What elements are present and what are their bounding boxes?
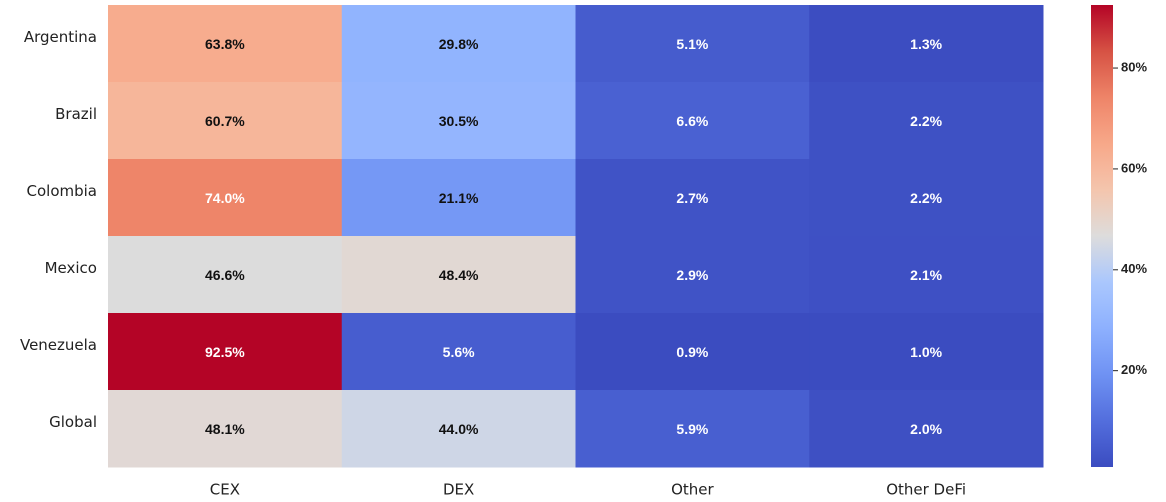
x-tick-label: Other <box>671 481 714 499</box>
heatmap-cell <box>575 313 810 391</box>
heatmap-cell <box>575 236 810 314</box>
heatmap-cell <box>341 390 576 468</box>
colorbar-tick-label: 60% <box>1121 160 1147 175</box>
cell-label: 0.9% <box>676 344 708 360</box>
heatmap-cell <box>575 5 810 83</box>
cell-label: 74.0% <box>205 190 245 206</box>
heatmap-cell <box>809 313 1044 391</box>
cell-label: 2.0% <box>910 421 942 437</box>
cell-label: 48.4% <box>439 267 479 283</box>
x-tick-label: DEX <box>443 481 474 499</box>
heatmap-cell <box>575 390 810 468</box>
heatmap-cell <box>108 159 343 237</box>
heatmap-cell <box>341 5 576 83</box>
cell-label: 48.1% <box>205 421 245 437</box>
cell-label: 5.1% <box>676 36 708 52</box>
cell-label: 63.8% <box>205 36 245 52</box>
heatmap-cell <box>809 159 1044 237</box>
x-tick-label: Other DeFi <box>886 481 966 499</box>
x-tick-label: CEX <box>210 481 240 499</box>
cell-label: 1.0% <box>910 344 942 360</box>
heatmap-cell <box>575 159 810 237</box>
cell-label: 60.7% <box>205 113 245 129</box>
heatmap-cell <box>108 390 343 468</box>
heatmap-cell <box>809 390 1044 468</box>
cell-label: 6.6% <box>676 113 708 129</box>
y-tick-label: Venezuela <box>20 336 97 354</box>
cell-label: 2.9% <box>676 267 708 283</box>
heatmap-cell <box>809 82 1044 160</box>
colorbar <box>1091 5 1113 467</box>
heatmap-cell <box>108 313 343 391</box>
heatmap-cell <box>108 236 343 314</box>
cell-label: 29.8% <box>439 36 479 52</box>
y-tick-label: Argentina <box>24 28 97 46</box>
cell-label: 21.1% <box>439 190 479 206</box>
cell-label: 92.5% <box>205 344 245 360</box>
colorbar-tick-label: 40% <box>1121 261 1147 276</box>
heatmap-cell <box>341 159 576 237</box>
heatmap-cell <box>341 313 576 391</box>
y-tick-label: Mexico <box>45 259 97 277</box>
cell-label: 5.9% <box>676 421 708 437</box>
heatmap-cell <box>108 82 343 160</box>
heatmap-cell <box>809 5 1044 83</box>
colorbar-tick-label: 20% <box>1121 362 1147 377</box>
y-tick-label: Colombia <box>27 182 98 200</box>
cell-label: 2.7% <box>676 190 708 206</box>
y-tick-label: Brazil <box>55 105 97 123</box>
cell-label: 30.5% <box>439 113 479 129</box>
y-tick-label: Global <box>49 413 97 431</box>
cell-label: 2.2% <box>910 190 942 206</box>
heatmap-cell <box>341 82 576 160</box>
heatmap-cell <box>108 5 343 83</box>
cell-label: 2.2% <box>910 113 942 129</box>
cell-label: 44.0% <box>439 421 479 437</box>
cell-label: 46.6% <box>205 267 245 283</box>
heatmap-cell <box>341 236 576 314</box>
heatmap-cell <box>575 82 810 160</box>
heatmap-cell <box>809 236 1044 314</box>
colorbar-tick-label: 80% <box>1121 59 1147 74</box>
cell-label: 5.6% <box>443 344 475 360</box>
cell-label: 2.1% <box>910 267 942 283</box>
cell-label: 1.3% <box>910 36 942 52</box>
